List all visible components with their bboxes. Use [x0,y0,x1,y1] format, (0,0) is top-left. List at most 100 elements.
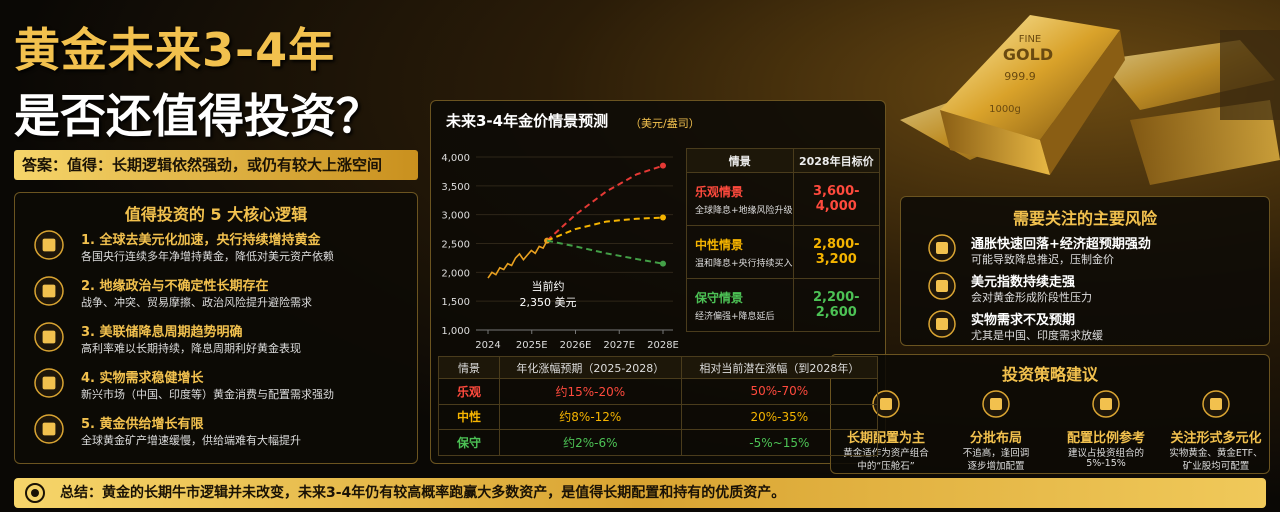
bar-text: 1000g [989,104,1021,115]
icon-glyph [42,422,56,436]
scenario-cell: 保守情景 经济偏强+降息延后 [686,278,794,332]
answer: 答案：值得：长期逻辑依然强劲，或仍有较大上涨空间 [14,150,418,180]
logic-desc: 战争、冲突、贸易摩擦、政治风险提升避险需求 [81,296,312,309]
series-line [546,239,664,265]
strategy-desc: 不追高，逢回调 [962,448,1030,459]
header-row: 情景 2028年目标价 [686,148,881,173]
annotation: 2,350 美元 [520,296,577,309]
chart: 未来3-4年金价情景预测 （美元/盎司） 1,000 1,500 2,000 2,50… [441,112,700,351]
forecast-row: 乐观 约15%-20% 50%-70% [438,378,879,405]
series-line [487,240,548,279]
y-tick-label: 3,500 [441,182,470,193]
forecast-cell: 约15%-20% [499,378,682,405]
header-row: 情景 年化涨幅预期（2025-2028） 相对当前潜在涨幅（到2028年） [438,356,879,379]
strategy-title: 配置比例参考 [1066,431,1145,446]
y-tick-label: 1,000 [441,326,470,337]
forecast-row: 中性 约8%-12% 20%-35% [438,403,879,431]
bar-text: GOLD [1003,45,1053,64]
logic-desc: 各国央行连续多年净增持黄金，降低对美元资产依赖 [81,250,334,263]
risk-desc: 会对黄金形成阶段性压力 [971,291,1092,304]
y-tick-label: 3,000 [441,211,470,222]
scenario-target: 2,200-2,600 [792,278,881,332]
forecast-cell: 中性 [438,403,500,431]
risk-desc: 尤其是中国、印度需求放缓 [971,329,1103,342]
x-tick-label: 2026E [560,340,592,351]
icon [982,390,1010,418]
icon-glyph [936,242,948,254]
icon-glyph [42,376,56,390]
logic-title: 1. 全球去美元化加速，央行持续增持黄金 [81,233,321,248]
x-tick-label: 2025E [516,340,548,351]
scenario-cell: 乐观情景全球降息+地缘风险升级 [686,172,794,226]
icon-glyph [42,284,56,298]
strategy-desc: 逐步增加配置 [967,461,1025,472]
header-cell: 情景 [438,356,500,379]
chart-subtitle: （美元/盎司） [630,116,700,130]
icon [928,272,956,300]
scenario-name: 中性情景 [695,237,744,252]
strategy-desc: 矿业股均可配置 [1182,461,1250,472]
icon [34,276,64,306]
logic-desc: 高利率难以长期持续，降息周期利好黄金表现 [81,342,301,355]
header-cell: 2028年目标价 [792,148,881,173]
logic-title: 2. 地缘政治与不确定性长期存在 [81,279,269,294]
bar-text: FINE [1019,34,1042,45]
series-line [546,216,664,242]
scenario-name: 乐观情景 [695,184,744,199]
scenario-row: 乐观情景全球降息+地缘风险升级 3,600-4,000 [686,172,881,226]
gold-art: FINE GOLD 999.9 1000g [900,15,1280,185]
risk-panel: 需要关注的主要风险 通胀快速回落+经济超预期强劲 可能导致降息推迟，压制金价 美元指… [900,196,1270,346]
summary-icon [25,483,45,503]
scenario-target: 3,600-4,000 [792,172,881,226]
scenario-row: 中性情景温和降息+央行持续买入 2,800-3,200 [686,225,881,279]
summary: 总结：黄金的长期牛市逻辑并未改变，未来3-4年仍有较高概率跑赢大多数资产，是值得… [14,478,1266,508]
risk-desc: 可能导致降息推迟，压制金价 [971,253,1114,266]
x-tick-label: 2027E [603,340,635,351]
logic-desc: 新兴市场（中国、印度等）黄金消费与配置需求强劲 [81,388,334,401]
series-line [546,164,664,242]
risk-title: 通胀快速回落+经济超预期强劲 [971,237,1151,252]
icon-glyph [42,238,56,252]
scenario-target: 2,800-3,200 [792,225,881,279]
header-cell: 年化涨幅预期（2025-2028） [499,356,682,379]
icon [34,322,64,352]
scenario-desc: 温和降息+央行持续买入 [695,258,793,269]
y-tick-label: 2,000 [441,268,470,279]
risk-title: 实物需求不及预期 [971,313,1076,328]
forecast-table: 情景 年化涨幅预期（2025-2028） 相对当前潜在涨幅（到2028年） 乐观 约15… [438,356,879,456]
end-point [660,260,666,267]
logic-desc: 全球黄金矿产增速缓慢，供给端难有大幅提升 [81,434,301,447]
strategy-desc: 实物黄金、黄金ETF、 [1169,448,1263,459]
x-tick-label: 2028E [647,340,679,351]
icon-glyph [880,398,892,410]
icon-glyph [936,318,948,330]
logic-title: 4. 实物需求稳健增长 [81,371,204,386]
forecast-cell: 50%-70% [680,378,879,405]
forecast-cell: 乐观 [438,378,500,405]
icon [34,368,64,398]
scenario-cell: 中性情景温和降息+央行持续买入 [686,225,794,279]
logic-title: 3. 美联储降息周期趋势明确 [81,325,243,340]
icon [928,234,956,262]
strategy-desc: 中的“压舱石” [857,461,915,472]
title: 黄金未来3-4年 [14,23,336,77]
header-cell: 情景 [686,148,794,173]
logic-panel: 值得投资的 5 大核心逻辑 1. 全球去美元化加速，央行持续增持黄金 各国央行连续… [14,192,418,464]
logic-title: 5. 黄金供给增长有限 [81,417,204,432]
scenario-table: 情景 2028年目标价 乐观情景 全球降息+地缘风险升级 3,600-4,000 中性情景… [686,148,881,332]
chart-title: 未来3-4年金价情景预测 [445,112,608,130]
y-tick-label: 4,000 [441,153,470,164]
scenario-desc: 全球降息+地缘风险升级 [695,205,793,216]
panel-title: 值得投资的 5 大核心逻辑 [124,205,308,224]
y-tick-label: 1,500 [441,297,470,308]
title: 是否还值得投资？ [14,89,382,143]
forecast-cell: 保守 [438,429,500,456]
icon [34,414,64,444]
forecast-cell: -5%~15% [680,429,879,456]
panel-title: 投资策略建议 [1001,365,1098,384]
strategy-title: 分批布局 [969,431,1022,446]
panel-title: 需要关注的主要风险 [1012,209,1157,228]
icon [34,230,64,260]
risk-title: 美元指数持续走强 [971,275,1076,290]
strategy-panel: 投资策略建议 长期配置为主 黄金适作为资产组合 中的“压舱石” 分批布局 不追高，逢回调… [830,354,1270,474]
